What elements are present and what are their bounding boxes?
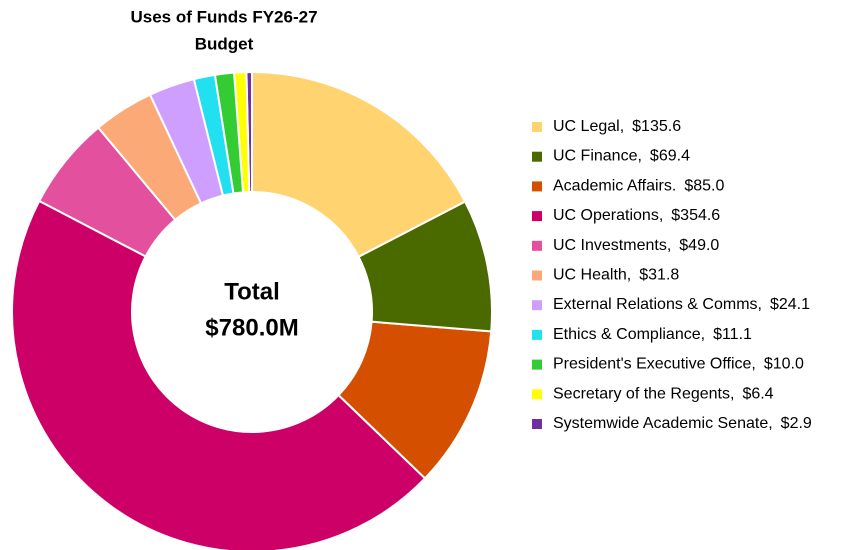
legend-value: $85.0 xyxy=(684,178,724,195)
legend-swatch xyxy=(532,240,542,251)
legend-label: UC Legal, xyxy=(553,118,624,135)
chart-title: Budget xyxy=(195,34,254,53)
legend-entry: President's Executive Office, $10.0 xyxy=(553,356,804,373)
legend-swatch xyxy=(532,122,542,132)
legend-value: $24.1 xyxy=(770,296,810,313)
legend-entry: Systemwide Academic Senate, $2.9 xyxy=(553,415,812,432)
chart-title: Uses of Funds FY26-27 xyxy=(130,7,317,26)
legend-value: $31.8 xyxy=(639,267,679,284)
legend-value: $49.0 xyxy=(679,237,719,254)
legend-entry: UC Finance, $69.4 xyxy=(553,148,690,165)
legend-entry: External Relations & Comms, $24.1 xyxy=(553,296,810,313)
legend-value: $6.4 xyxy=(742,386,773,403)
legend-label: Academic Affairs. xyxy=(553,178,676,195)
legend-swatch xyxy=(532,419,542,429)
legend-entry: UC Investments, $49.0 xyxy=(553,237,719,254)
legend-value: $10.0 xyxy=(764,356,804,373)
legend-value: $354.6 xyxy=(671,207,720,224)
legend-value: $2.9 xyxy=(781,415,812,432)
center-label: Total xyxy=(224,278,280,305)
legend-swatch xyxy=(532,181,542,192)
legend-value: $135.6 xyxy=(632,118,681,135)
legend-value: $11.1 xyxy=(713,326,752,343)
legend-entry: UC Operations, $354.6 xyxy=(553,207,720,224)
legend-label: UC Finance, xyxy=(553,148,642,165)
legend-label: Secretary of the Regents, xyxy=(553,386,734,403)
donut-slice xyxy=(11,199,427,550)
legend-swatch xyxy=(532,359,542,370)
legend-label: Ethics & Compliance, xyxy=(553,326,705,343)
legend-swatch xyxy=(532,329,542,340)
legend-swatch xyxy=(532,270,542,281)
legend-value: $69.4 xyxy=(650,148,690,165)
legend-swatch xyxy=(532,151,542,162)
legend-label: Systemwide Academic Senate, xyxy=(553,415,773,432)
legend-entry: Ethics & Compliance, $11.1 xyxy=(553,326,752,343)
legend-entry: UC Legal, $135.6 xyxy=(553,118,681,135)
legend-label: President's Executive Office, xyxy=(553,356,756,373)
legend-label: UC Investments, xyxy=(553,237,671,254)
legend-swatch xyxy=(532,211,542,222)
legend-label: External Relations & Comms, xyxy=(553,296,762,313)
legend-swatch xyxy=(532,300,542,311)
legend-entry: UC Health, $31.8 xyxy=(553,267,679,284)
legend-entry: Secretary of the Regents, $6.4 xyxy=(553,386,774,403)
legend-label: UC Operations, xyxy=(553,207,663,224)
center-value: $780.0M xyxy=(205,314,298,341)
legend-entry: Academic Affairs. $85.0 xyxy=(553,178,724,195)
legend-label: UC Health, xyxy=(553,267,631,284)
legend-swatch xyxy=(532,389,542,400)
donut-slice xyxy=(251,70,467,259)
